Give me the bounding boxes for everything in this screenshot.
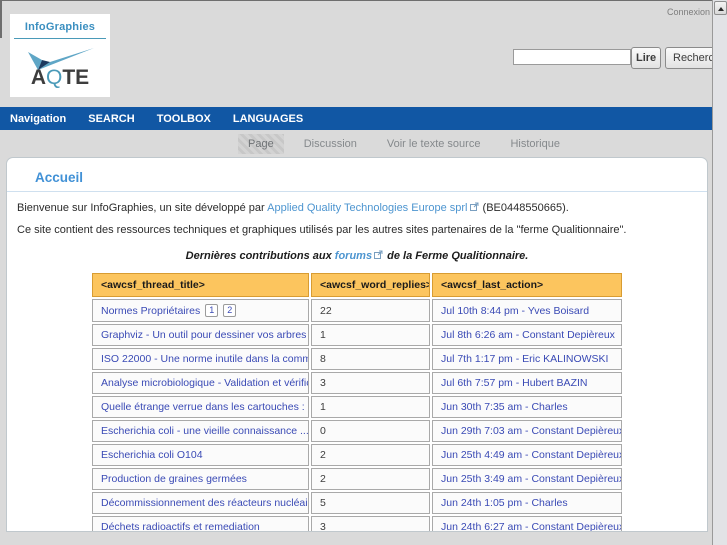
window-left-edge [0, 0, 2, 38]
nav-item-languages[interactable]: LANGUAGES [232, 112, 304, 125]
table-row: Normes Propriétaires 1 2 22 Jul 10th 8:44 … [92, 299, 622, 322]
replies-count: 1 [311, 324, 430, 346]
aqte-logo: AQTE [10, 48, 110, 96]
thread-link[interactable]: Escherichia coli - une vieille connaissa… [101, 425, 309, 437]
main-navbar: Navigation SEARCH TOOLBOX LANGUAGES [0, 107, 727, 130]
read-button[interactable]: Lire [631, 47, 661, 69]
window-top-edge [0, 0, 727, 1]
table-row: Escherichia coli O104 2 Jun 25th 4:49 am… [92, 444, 622, 466]
last-action-link[interactable]: Jul 7th 1:17 pm - Eric KALINOWSKI [441, 353, 609, 365]
thread-link[interactable]: Production de graines germées [101, 473, 247, 485]
aqte-sprl-link[interactable]: Applied Quality Technologies Europe sprl [267, 202, 468, 214]
table-row: Décommissionnement des réacteurs nucléai… [92, 492, 622, 514]
page-content: Accueil Bienvenue sur InfoGraphies, un s… [6, 157, 708, 532]
logo-divider [14, 38, 106, 39]
last-action-link[interactable]: Jul 6th 7:57 pm - Hubert BAZIN [441, 377, 588, 389]
table-row: Graphviz - Un outil pour dessiner vos ar… [92, 324, 622, 346]
thread-link[interactable]: Décommissionnement des réacteurs nucléai… [101, 497, 309, 509]
replies-count: 3 [311, 516, 430, 531]
search-button[interactable]: Recherche [665, 47, 715, 69]
page-title: Accueil [7, 170, 707, 192]
replies-count: 1 [311, 396, 430, 418]
search-input[interactable] [513, 49, 631, 65]
table-row: Quelle étrange verrue dans les cartouche… [92, 396, 622, 418]
vertical-scrollbar[interactable] [712, 0, 727, 545]
replies-count: 0 [311, 420, 430, 442]
thread-link[interactable]: ISO 22000 - Une norme inutile dans la co… [101, 353, 308, 365]
nav-item-search[interactable]: SEARCH [88, 112, 135, 125]
replies-count: 2 [311, 468, 430, 490]
external-link-icon [374, 250, 383, 262]
tab-discussion[interactable]: Discussion [303, 138, 357, 150]
table-row: Déchets radioactifs et remediation 3 Jun… [92, 516, 622, 532]
forums-link[interactable]: forums [334, 250, 373, 262]
table-header-row: <awcsf_thread_title> <awcsf_word_replies… [92, 273, 622, 297]
col-thread-title: <awcsf_thread_title> [92, 273, 309, 297]
tab-history[interactable]: Historique [510, 138, 560, 150]
scrollbar-up-arrow-icon[interactable] [714, 1, 727, 15]
last-action-link[interactable]: Jun 30th 7:35 am - Charles [441, 401, 568, 413]
table-row: Escherichia coli - une vieille connaissa… [92, 420, 622, 442]
last-action-link[interactable]: Jun 29th 7:03 am - Constant Depièreux [441, 425, 622, 437]
table-row: ISO 22000 - Une norme inutile dans la co… [92, 348, 622, 370]
thread-link[interactable]: Quelle étrange verrue dans les cartouche… [101, 401, 308, 413]
replies-count: 3 [311, 372, 430, 394]
tab-page[interactable]: Page [238, 134, 284, 154]
thread-link[interactable]: Graphviz - Un outil pour dessiner vos ar… [101, 329, 308, 341]
tab-view-source[interactable]: Voir le texte source [386, 138, 481, 150]
col-last-action: <awcsf_last_action> [432, 273, 622, 297]
col-word-replies: <awcsf_word_replies> [311, 273, 430, 297]
thread-page-button[interactable]: 1 [205, 304, 219, 317]
thread-link[interactable]: Déchets radioactifs et remediation [101, 521, 260, 532]
last-action-link[interactable]: Jul 10th 8:44 pm - Yves Boisard [441, 304, 590, 317]
intro-paragraph-2: Ce site contient des ressources techniqu… [17, 224, 627, 236]
page-tabs: Page Discussion Voir le texte source His… [238, 133, 570, 155]
last-action-link[interactable]: Jun 25th 3:49 am - Constant Depièreux [441, 473, 622, 485]
last-action-link[interactable]: Jun 24th 1:05 pm - Charles [441, 497, 568, 509]
thread-link[interactable]: Analyse microbiologique - Validation et … [101, 377, 308, 389]
aqte-wordmark: AQTE [30, 66, 90, 89]
forum-contributions-line: Dernières contributions aux forums de la… [185, 250, 529, 262]
table-row: Analyse microbiologique - Validation et … [92, 372, 622, 394]
thread-link[interactable]: Escherichia coli O104 [101, 449, 203, 461]
logo-title: InfoGraphies [24, 21, 96, 33]
nav-item-toolbox[interactable]: TOOLBOX [156, 112, 211, 125]
site-logo[interactable]: InfoGraphies AQTE [10, 14, 110, 97]
scrollbar-track[interactable] [714, 16, 727, 544]
last-action-link[interactable]: Jul 8th 6:26 am - Constant Depièreux [441, 329, 615, 341]
thread-link[interactable]: Normes Propriétaires [101, 305, 201, 317]
aqte-swoosh-icon [28, 48, 94, 70]
external-link-icon [469, 202, 479, 214]
nav-item-navigation[interactable]: Navigation [10, 112, 67, 125]
replies-count: 8 [311, 348, 430, 370]
replies-count: 2 [311, 444, 430, 466]
last-action-link[interactable]: Jun 24th 6:27 am - Constant Depièreux [441, 521, 622, 532]
replies-count: 22 [311, 299, 430, 322]
last-action-link[interactable]: Jun 25th 4:49 am - Constant Depièreux [441, 449, 622, 461]
table-row: Production de graines germées 2 Jun 25th… [92, 468, 622, 490]
thread-page-button[interactable]: 2 [223, 304, 237, 317]
forum-contributions-table: <awcsf_thread_title> <awcsf_word_replies… [90, 271, 624, 532]
connexion-link[interactable]: Connexion [667, 7, 711, 17]
intro-paragraph-1: Bienvenue sur InfoGraphies, un site déve… [17, 202, 569, 214]
replies-count: 5 [311, 492, 430, 514]
